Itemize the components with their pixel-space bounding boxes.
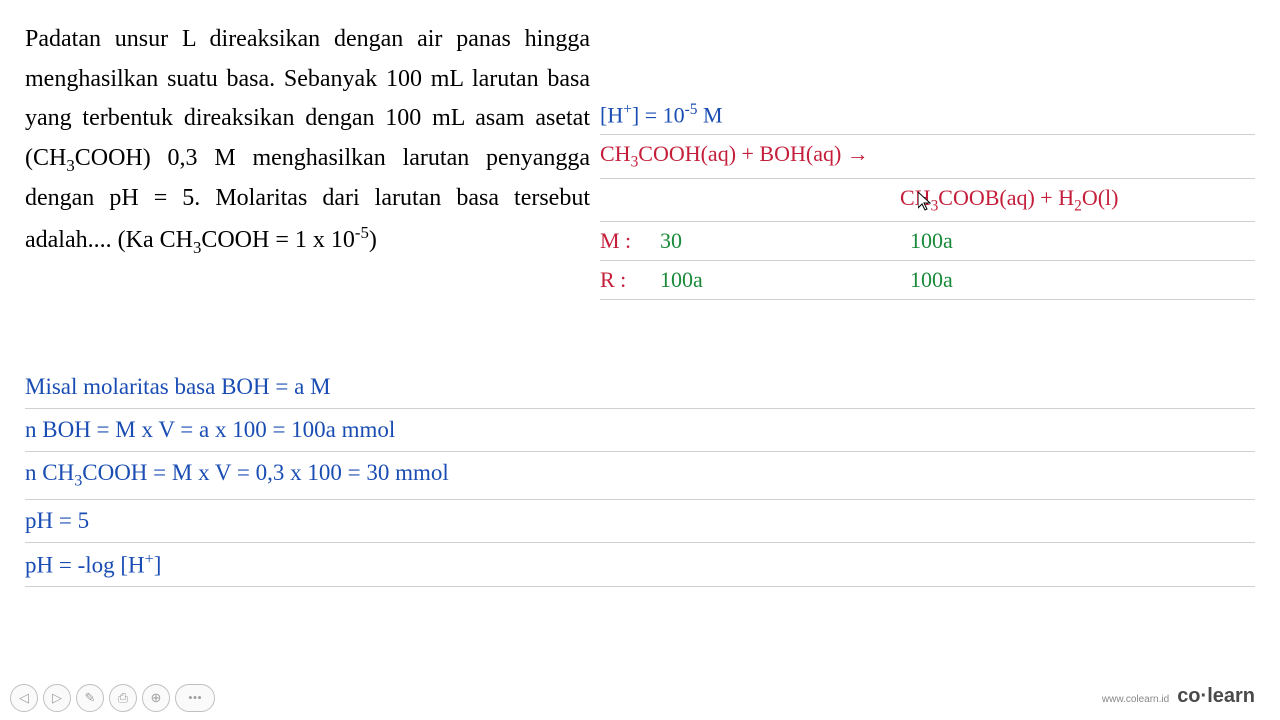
zoom-button[interactable]: ⊕ (142, 684, 170, 712)
reaction-row-r: R : 100a 100a (600, 261, 1255, 300)
more-button[interactable]: ••• (175, 684, 215, 712)
row-m-val2: 100a (910, 228, 1010, 254)
problem-column: Padatan unsur L direaksikan dengan air p… (25, 20, 590, 338)
row-r-label: R : (600, 267, 660, 293)
problem-text: Padatan unsur L direaksikan dengan air p… (25, 20, 590, 261)
h-plus-concentration: [H+] = 10-5 M (600, 95, 1255, 135)
n-boh-line: n BOH = M x V = a x 100 = 100a mmol (25, 409, 1255, 452)
cursor-icon (918, 192, 934, 217)
bottom-toolbar: ◁ ▷ ✎ ⎙ ⊕ ••• (10, 684, 215, 712)
footer-brand: www.colearn.id co·learn (1102, 685, 1255, 708)
brand-logo: co·learn (1177, 685, 1255, 708)
reaction-equation-1: CH3COOH(aq) + BOH(aq) → (600, 135, 1255, 178)
edit-button[interactable]: ✎ (76, 684, 104, 712)
row-m-label: M : (600, 228, 660, 254)
row-r-val1: 100a (660, 267, 760, 293)
next-button[interactable]: ▷ (43, 684, 71, 712)
print-button[interactable]: ⎙ (109, 684, 137, 712)
brand-url: www.colearn.id (1102, 694, 1169, 705)
empty-line (600, 300, 1255, 338)
prev-button[interactable]: ◁ (10, 684, 38, 712)
problem-part-3: COOH = 1 x 10 (201, 227, 355, 253)
problem-sub-1: 3 (66, 156, 74, 175)
solution-column: [H+] = 10-5 M CH3COOH(aq) + BOH(aq) → CH… (600, 20, 1255, 338)
ph-formula-line: pH = -log [H+] (25, 543, 1255, 588)
problem-sup-1: -5 (355, 223, 369, 242)
bottom-solution: Misal molaritas basa BOH = a M n BOH = M… (0, 358, 1280, 595)
ph-value-line: pH = 5 (25, 500, 1255, 543)
n-ch3cooh-line: n CH3COOH = M x V = 0,3 x 100 = 30 mmol (25, 452, 1255, 500)
row-m-val1: 30 (660, 228, 760, 254)
row-r-val2: 100a (910, 267, 1010, 293)
problem-part-4: ) (369, 227, 377, 253)
reaction-row-m: M : 30 100a (600, 222, 1255, 261)
assumption-line: Misal molaritas basa BOH = a M (25, 366, 1255, 409)
